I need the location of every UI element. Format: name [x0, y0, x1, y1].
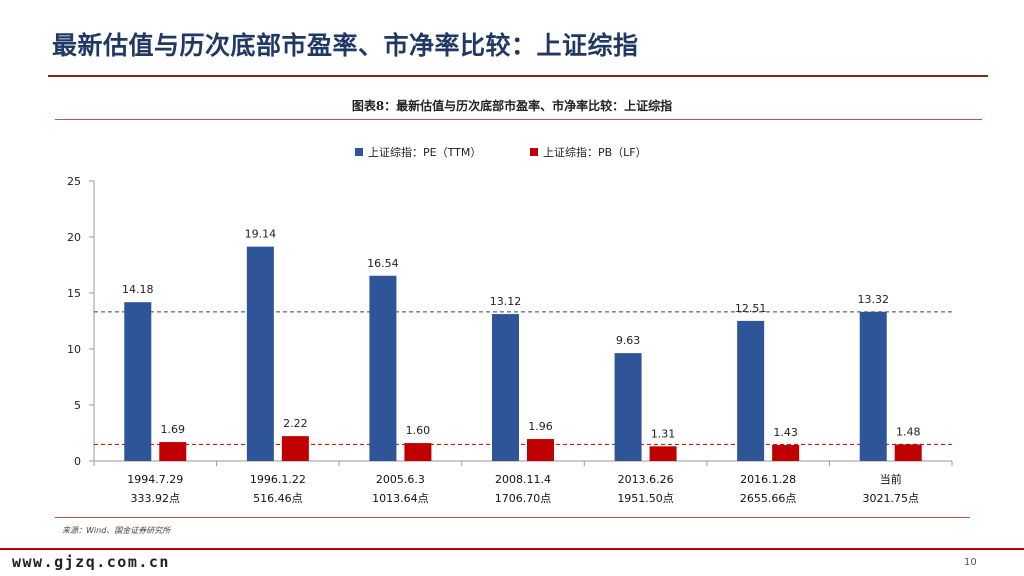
legend-swatch [530, 148, 538, 156]
bar [649, 446, 677, 461]
x-category-label: 2013.6.26 [618, 473, 674, 486]
x-category-label: 1994.7.29 [127, 473, 183, 486]
x-category-label: 当前 [880, 472, 902, 486]
bar [737, 320, 765, 461]
page-number: 10 [964, 557, 977, 568]
bar [894, 444, 922, 461]
y-tick-label: 5 [74, 399, 81, 412]
bar [246, 246, 274, 461]
y-tick-label: 25 [67, 175, 81, 188]
website-watermark: www.gjzq.com.cn [12, 553, 170, 571]
bar [404, 443, 432, 461]
data-label: 19.14 [245, 228, 277, 241]
bar [492, 314, 519, 461]
bar [527, 439, 554, 461]
data-label: 16.54 [367, 257, 399, 270]
bar [281, 436, 309, 461]
y-tick-label: 0 [74, 455, 81, 468]
x-category-sublabel: 1013.64点 [372, 492, 429, 505]
bar [369, 275, 397, 461]
data-label: 12.51 [735, 302, 767, 315]
y-tick-label: 10 [67, 343, 81, 356]
bar [859, 311, 887, 461]
y-tick-label: 20 [67, 231, 81, 244]
data-label: 14.18 [122, 283, 154, 296]
x-category-sublabel: 1706.70点 [495, 492, 552, 505]
title-divider [48, 75, 988, 77]
data-label: 9.63 [616, 334, 641, 347]
x-category-label: 2008.11.4 [495, 473, 551, 486]
legend-label: 上证综指：PE（TTM） [368, 145, 481, 159]
data-label: 13.32 [857, 293, 889, 306]
data-label: 2.22 [283, 417, 308, 430]
data-label: 13.12 [490, 295, 522, 308]
x-category-sublabel: 2655.66点 [740, 492, 797, 505]
data-label: 1.43 [773, 426, 798, 439]
x-category-label: 1996.1.22 [250, 473, 306, 486]
x-category-sublabel: 516.46点 [253, 492, 303, 505]
caption-divider [55, 119, 982, 120]
data-label: 1.48 [896, 425, 921, 438]
data-label: 1.96 [528, 420, 553, 433]
legend-swatch [355, 148, 363, 156]
x-category-label: 2016.1.28 [740, 473, 796, 486]
slide-title: 最新估值与历次底部市盈率、市净率比较：上证综指 [52, 31, 639, 60]
figure-caption: 图表8：最新估值与历次底部市盈率、市净率比较：上证综指 [351, 99, 673, 113]
data-label: 1.31 [651, 427, 676, 440]
legend-label: 上证综指：PB（LF） [543, 145, 647, 159]
x-category-sublabel: 333.92点 [131, 492, 181, 505]
source-divider [55, 517, 970, 518]
footer-bar [0, 548, 1024, 550]
bar [159, 442, 187, 461]
bar [124, 302, 152, 461]
data-label: 1.69 [161, 423, 186, 436]
bar [772, 444, 800, 461]
x-category-label: 2005.6.3 [376, 473, 425, 486]
y-tick-label: 15 [67, 287, 81, 300]
x-category-sublabel: 1951.50点 [617, 492, 674, 505]
data-label: 1.60 [406, 424, 431, 437]
source-note: 来源：Wind、国金证券研究所 [62, 526, 171, 535]
x-category-sublabel: 3021.75点 [862, 492, 919, 505]
bar [614, 353, 642, 461]
